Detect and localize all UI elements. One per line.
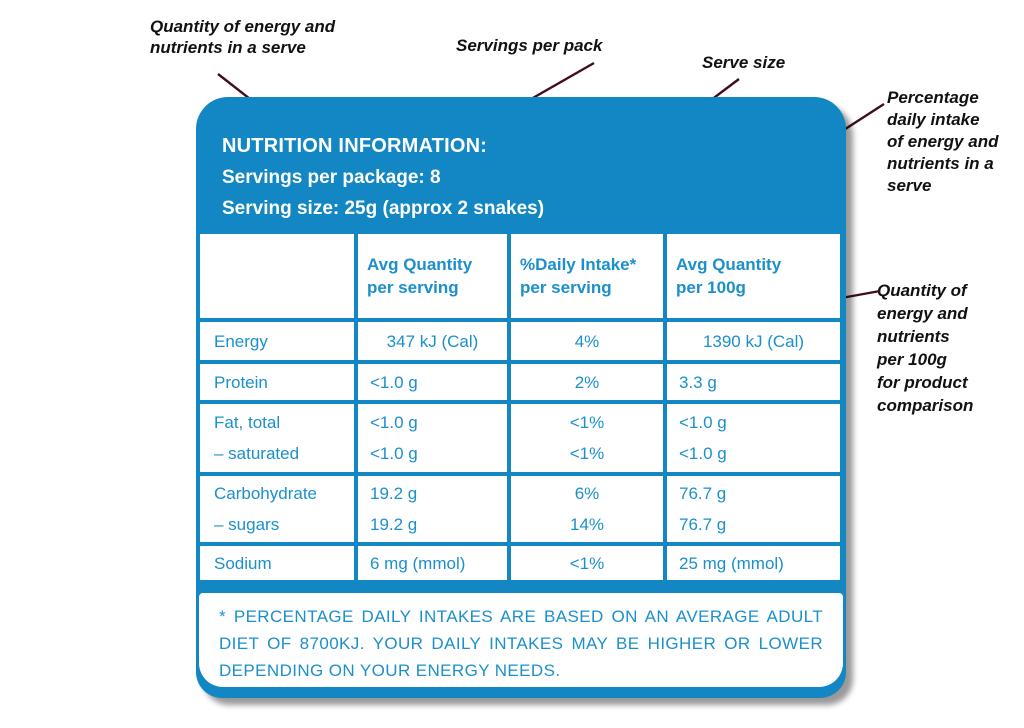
table-cell-label: Sodium — [200, 546, 354, 580]
table-cell-per-100g: 76.7 g 76.7 g — [667, 476, 840, 542]
table-cell-label: Energy — [200, 322, 354, 360]
annotation-per-100g-quantity: Quantity of energy and nutrients per 100… — [877, 281, 974, 415]
table-header-row: Avg Quantity per serving %Daily Intake* … — [200, 234, 840, 318]
table-cell-per-serving: <1.0 g — [358, 364, 507, 400]
table-cell-daily-intake: 6% 14% — [511, 476, 663, 542]
annotation-percent-daily-intake: Percentage daily intake of energy and nu… — [887, 88, 999, 195]
table-cell-label: Carbohydrate – sugars — [200, 476, 354, 542]
annotation-serve-quantity: Quantity of energy and nutrients in a se… — [150, 17, 336, 57]
header-cell-per-serving: Avg Quantity per serving — [358, 234, 507, 318]
table-cell-per-serving: 347 kJ (Cal) — [358, 322, 507, 360]
table-cell-daily-intake: <1% <1% — [511, 404, 663, 472]
table-cell-daily-intake: 2% — [511, 364, 663, 400]
daily-intake-footnote: * PERCENTAGE DAILY INTAKES ARE BASED ON … — [199, 593, 843, 687]
table-row: Fat, total – saturated <1.0 g <1.0 g <1% <1% <… — [200, 404, 840, 472]
table-row: Sodium 6 mg (mmol) <1% 25 mg (mmol) — [200, 546, 840, 580]
panel-title: NUTRITION INFORMATION: — [222, 135, 488, 157]
nutrition-information-panel: NUTRITION INFORMATION: Servings per pack… — [196, 97, 846, 698]
servings-line: Servings per package: 8 — [222, 167, 441, 188]
table-cell-per-serving: <1.0 g <1.0 g — [358, 404, 507, 472]
serving-size-line: Serving size: 25g (approx 2 snakes) — [222, 198, 545, 219]
table-row: Energy 347 kJ (Cal) 4% 1390 kJ (Cal) — [200, 322, 840, 360]
table-row: Protein <1.0 g 2% 3.3 g — [200, 364, 840, 400]
nutrition-table: Avg Quantity per serving %Daily Intake* … — [196, 230, 844, 584]
table-cell-per-100g: <1.0 g <1.0 g — [667, 404, 840, 472]
header-cell-per-100g: Avg Quantity per 100g — [667, 234, 840, 318]
table-cell-per-serving: 6 mg (mmol) — [358, 546, 507, 580]
table-cell-daily-intake: <1% — [511, 546, 663, 580]
table-body: Energy 347 kJ (Cal) 4% 1390 kJ (Cal) Protein… — [200, 322, 840, 580]
table-cell-label: Protein — [200, 364, 354, 400]
table-cell-per-serving: 19.2 g 19.2 g — [358, 476, 507, 542]
header-cell-blank — [200, 234, 354, 318]
table-cell-per-100g: 1390 kJ (Cal) — [667, 322, 840, 360]
footnote-text: * PERCENTAGE DAILY INTAKES ARE BASED ON … — [219, 607, 823, 680]
header-cell-daily-intake: %Daily Intake* per serving — [511, 234, 663, 318]
annotation-servings-per-pack: Servings per pack — [456, 36, 603, 55]
table-cell-daily-intake: 4% — [511, 322, 663, 360]
panel-header: NUTRITION INFORMATION: Servings per pack… — [222, 131, 544, 224]
table-cell-per-100g: 3.3 g — [667, 364, 840, 400]
table-cell-label: Fat, total – saturated — [200, 404, 354, 472]
table-row: Carbohydrate – sugars 19.2 g 19.2 g 6% 14% 76.… — [200, 476, 840, 542]
table-cell-per-100g: 25 mg (mmol) — [667, 546, 840, 580]
annotation-serve-size: Serve size — [702, 53, 786, 72]
